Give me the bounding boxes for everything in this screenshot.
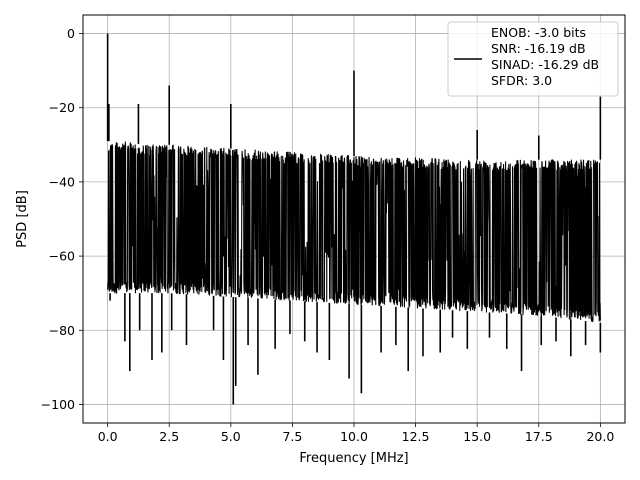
y-tick-label: −80 bbox=[49, 323, 75, 338]
y-tick-label: −40 bbox=[49, 174, 75, 189]
x-tick-label: 20.0 bbox=[586, 429, 614, 444]
legend: ENOB: -3.0 bits SNR: -16.19 dB SINAD: -1… bbox=[447, 21, 619, 97]
legend-box bbox=[447, 21, 619, 97]
legend-entry-sinad: SINAD: -16.29 dB bbox=[491, 57, 599, 72]
y-tick-label: −100 bbox=[41, 397, 75, 412]
y-axis-ticks: 0 −20 −40 −60 −80 −100 bbox=[41, 26, 83, 412]
x-tick-label: 0.0 bbox=[98, 429, 118, 444]
x-axis-label: Frequency [MHz] bbox=[299, 451, 408, 466]
y-tick-label: 0 bbox=[67, 26, 75, 41]
psd-noise-trace bbox=[107, 141, 601, 323]
x-tick-label: 12.5 bbox=[402, 429, 430, 444]
x-tick-label: 2.5 bbox=[159, 429, 179, 444]
y-tick-label: −20 bbox=[49, 100, 75, 115]
x-tick-label: 15.0 bbox=[463, 429, 491, 444]
y-axis-label: PSD [dB] bbox=[15, 190, 30, 248]
x-axis-ticks: 0.0 2.5 5.0 7.5 10.0 12.5 15.0 17.5 20.0 bbox=[98, 423, 614, 444]
y-tick-label: −60 bbox=[49, 249, 75, 264]
series-layer bbox=[106, 33, 602, 405]
legend-entry-enob: ENOB: -3.0 bits bbox=[491, 25, 586, 40]
x-tick-label: 5.0 bbox=[221, 429, 241, 444]
x-tick-label: 7.5 bbox=[282, 429, 302, 444]
legend-entry-sfdr: SFDR: 3.0 bbox=[491, 73, 552, 88]
legend-entry-snr: SNR: -16.19 dB bbox=[491, 41, 586, 56]
x-tick-label: 17.5 bbox=[525, 429, 553, 444]
x-tick-label: 10.0 bbox=[340, 429, 368, 444]
